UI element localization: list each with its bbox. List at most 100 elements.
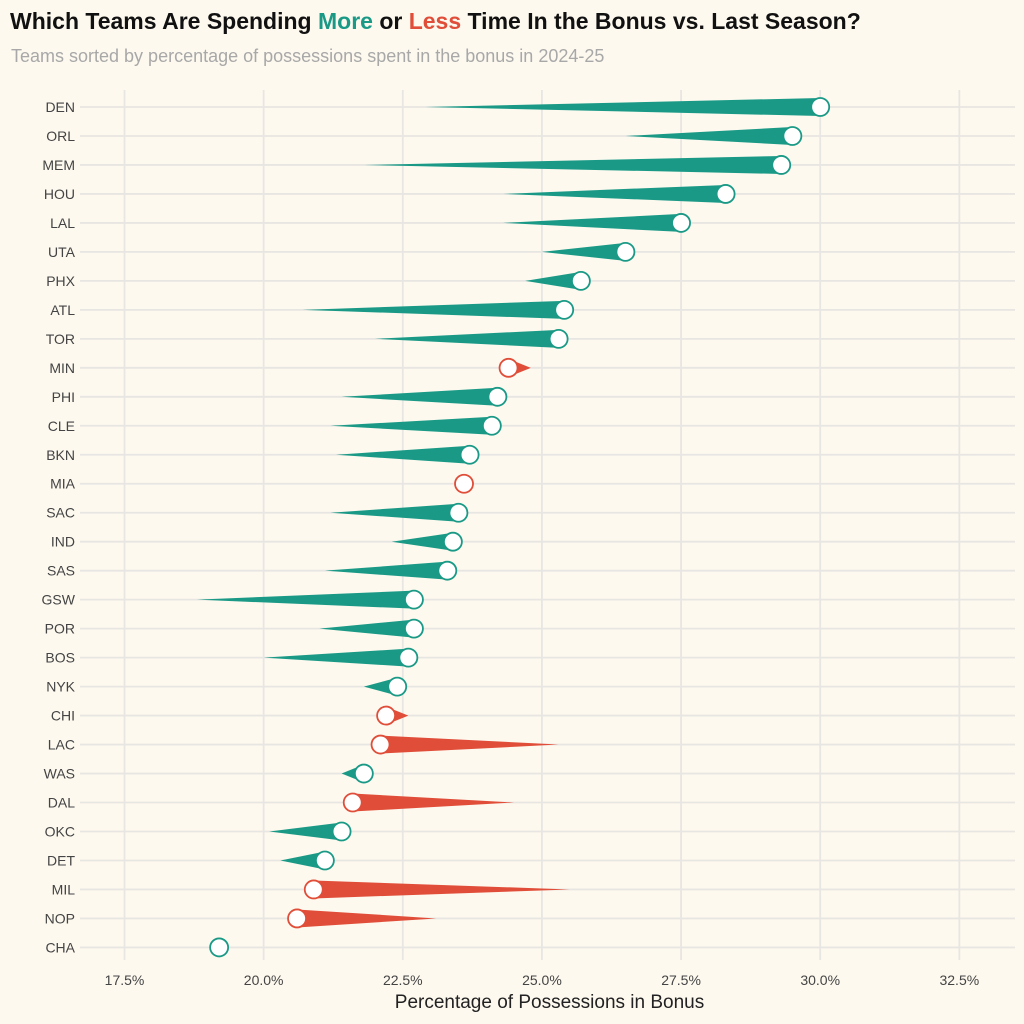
x-tick-label: 20.0% bbox=[244, 972, 284, 988]
point-gsw bbox=[404, 589, 424, 610]
team-label: CHA bbox=[45, 939, 75, 955]
team-label: BOS bbox=[45, 650, 75, 666]
point-nop bbox=[287, 908, 307, 929]
wedge-por bbox=[319, 619, 414, 638]
point-mem bbox=[771, 155, 792, 175]
wedge-hou bbox=[502, 184, 726, 203]
wedge-tor bbox=[374, 329, 559, 348]
team-label: PHX bbox=[46, 273, 75, 289]
team-label: ORL bbox=[46, 128, 75, 144]
team-label: UTA bbox=[48, 244, 76, 260]
wedge-lal bbox=[502, 213, 682, 232]
team-label: SAS bbox=[47, 563, 75, 579]
team-label: CHI bbox=[51, 708, 75, 724]
point-was bbox=[353, 763, 374, 784]
point-bkn bbox=[459, 444, 480, 465]
x-axis-title: Percentage of Possessions in Bonus bbox=[395, 992, 704, 1013]
point-lac bbox=[370, 734, 391, 755]
team-label: DET bbox=[47, 852, 75, 868]
title-part-2: or bbox=[372, 8, 409, 34]
wedge-sac bbox=[330, 503, 459, 522]
point-mil bbox=[303, 879, 324, 900]
point-mia bbox=[454, 473, 474, 494]
team-label: PHI bbox=[52, 389, 75, 405]
point-bos bbox=[398, 647, 419, 668]
point-phx bbox=[570, 270, 591, 291]
team-label: SAC bbox=[46, 505, 75, 521]
team-label: IND bbox=[51, 534, 75, 550]
wedge-bkn bbox=[336, 445, 470, 464]
team-label: BKN bbox=[46, 447, 75, 463]
point-uta bbox=[615, 241, 636, 262]
team-label: MIN bbox=[49, 360, 75, 376]
team-label: CLE bbox=[48, 418, 75, 434]
title-part-0: Which Teams Are Spending bbox=[10, 8, 318, 34]
title-part-4: Time In the Bonus vs. Last Season? bbox=[461, 8, 861, 34]
point-dal bbox=[342, 792, 363, 813]
point-den bbox=[810, 97, 831, 117]
x-tick-label: 27.5% bbox=[661, 972, 701, 988]
labels: 17.5% 20.0% 22.5% 25.0% 27.5% 30.0% 32.5% DEN OR… bbox=[42, 99, 980, 988]
team-label: MIA bbox=[50, 476, 76, 492]
wedge-phx bbox=[525, 271, 581, 290]
point-ind bbox=[442, 531, 463, 552]
marks bbox=[196, 97, 831, 958]
wedge-sas bbox=[324, 561, 448, 580]
wedge-dal bbox=[352, 793, 515, 812]
wedge-ind bbox=[391, 532, 453, 551]
chart-title: Which Teams Are Spending More or Less Ti… bbox=[10, 8, 861, 35]
team-label: LAC bbox=[48, 737, 75, 753]
x-tick-label: 17.5% bbox=[105, 972, 145, 988]
point-por bbox=[404, 618, 424, 639]
wedge-gsw bbox=[196, 590, 414, 609]
team-label: OKC bbox=[45, 824, 75, 840]
team-label: MEM bbox=[42, 157, 75, 173]
point-okc bbox=[331, 821, 352, 842]
wedge-uta bbox=[541, 242, 626, 261]
wedge-okc bbox=[269, 822, 342, 841]
wedge-mil bbox=[313, 880, 570, 899]
point-phi bbox=[487, 386, 508, 407]
grid bbox=[80, 90, 1015, 960]
point-orl bbox=[782, 126, 803, 146]
wedge-orl bbox=[625, 126, 793, 145]
x-tick-label: 25.0% bbox=[522, 972, 562, 988]
wedge-nop bbox=[297, 909, 437, 928]
team-label: WAS bbox=[44, 766, 75, 782]
team-label: POR bbox=[45, 621, 75, 637]
x-tick-label: 30.0% bbox=[800, 972, 840, 988]
point-cha bbox=[209, 937, 230, 958]
point-lal bbox=[671, 213, 691, 233]
wedge-bos bbox=[263, 648, 409, 667]
team-label: DAL bbox=[48, 795, 75, 811]
point-hou bbox=[715, 184, 736, 204]
chart-subtitle: Teams sorted by percentage of possession… bbox=[11, 46, 605, 66]
wedge-phi bbox=[341, 387, 498, 406]
team-label: HOU bbox=[44, 186, 75, 202]
x-tick-label: 22.5% bbox=[383, 972, 423, 988]
team-label: LAL bbox=[50, 215, 75, 231]
team-label: TOR bbox=[46, 331, 75, 347]
wedge-den bbox=[425, 98, 821, 116]
point-tor bbox=[548, 328, 569, 349]
point-sas bbox=[437, 560, 458, 581]
team-label: DEN bbox=[45, 99, 75, 115]
wedge-lac bbox=[380, 735, 559, 754]
team-label: ATL bbox=[50, 302, 75, 318]
x-tick-label: 32.5% bbox=[939, 972, 979, 988]
team-label: NYK bbox=[46, 679, 75, 695]
point-nyk bbox=[387, 676, 408, 697]
title-part-1: More bbox=[317, 8, 373, 34]
team-label: NOP bbox=[45, 910, 75, 926]
point-det bbox=[314, 850, 335, 871]
wedge-det bbox=[280, 851, 325, 870]
wedge-atl bbox=[302, 300, 565, 319]
point-atl bbox=[554, 299, 575, 320]
point-cle bbox=[481, 415, 502, 436]
team-label: MIL bbox=[52, 881, 76, 897]
wedge-mem bbox=[363, 155, 782, 174]
wedge-cle bbox=[330, 416, 492, 435]
point-sac bbox=[448, 502, 469, 523]
team-label: GSW bbox=[42, 592, 76, 608]
